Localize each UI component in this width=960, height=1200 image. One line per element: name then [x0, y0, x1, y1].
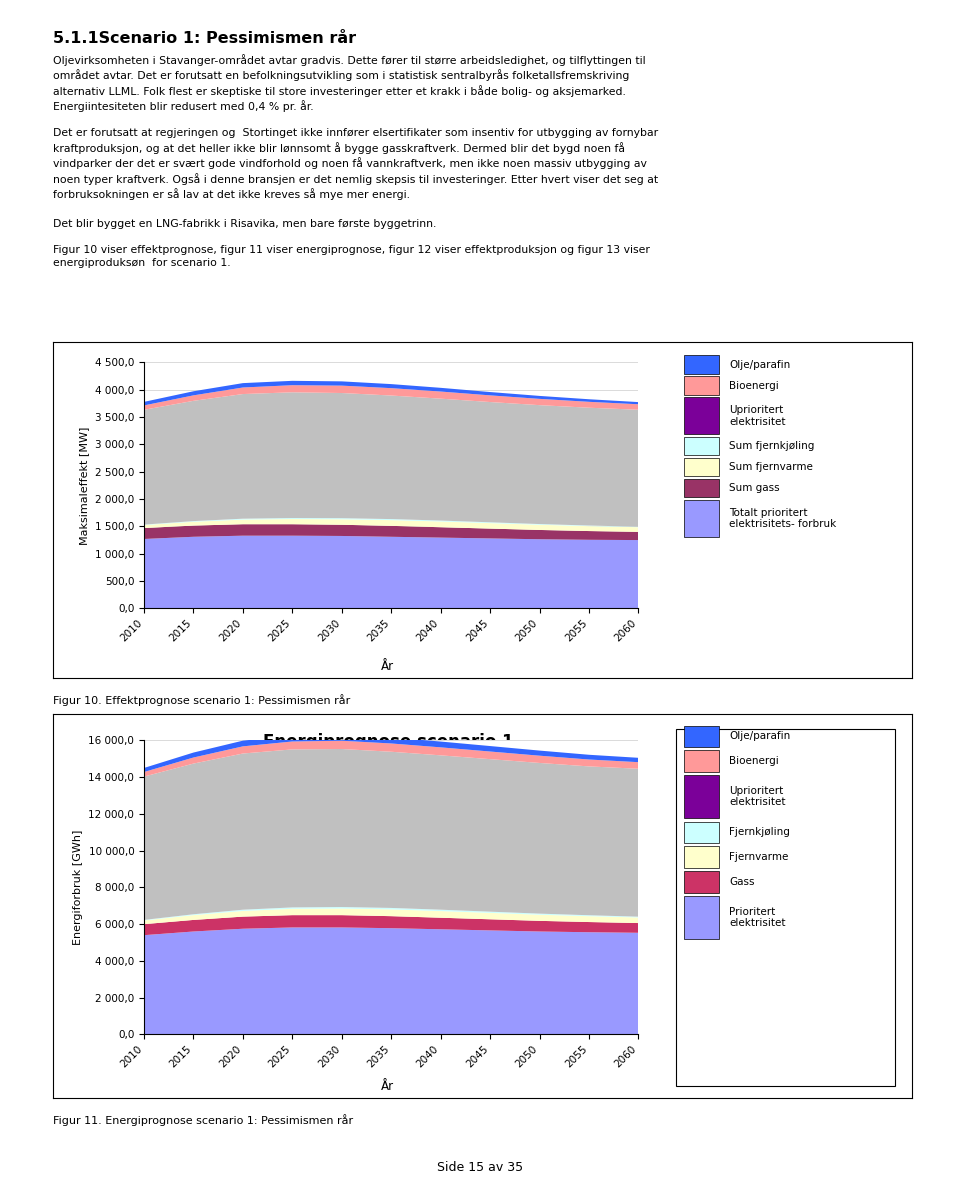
FancyBboxPatch shape — [684, 377, 719, 395]
Text: Fjernvarme: Fjernvarme — [729, 852, 788, 862]
FancyBboxPatch shape — [684, 726, 719, 746]
FancyBboxPatch shape — [684, 479, 719, 497]
FancyBboxPatch shape — [684, 437, 719, 455]
Text: Effektprognose scenario 1: Effektprognose scenario 1 — [265, 366, 512, 384]
Text: Bioenergi: Bioenergi — [729, 380, 779, 391]
Y-axis label: Maksimaleffekt [MW]: Maksimaleffekt [MW] — [80, 426, 89, 545]
Text: Det er forutsatt at regjeringen og  Stortinget ikke innfører elsertifikater som : Det er forutsatt at regjeringen og Stort… — [53, 128, 658, 200]
Text: Sum gass: Sum gass — [729, 484, 780, 493]
Text: 5.1.1Scenario 1: Pessimismen rår: 5.1.1Scenario 1: Pessimismen rår — [53, 31, 356, 46]
Text: Oljevirksomheten i Stavanger-området avtar gradvis. Dette fører til større arbei: Oljevirksomheten i Stavanger-området avt… — [53, 54, 645, 112]
Text: Uprioritert
elektrisitet: Uprioritert elektrisitet — [729, 406, 785, 427]
Text: Figur 10 viser effektprognose, figur 11 viser energiprognose, figur 12 viser eff: Figur 10 viser effektprognose, figur 11 … — [53, 245, 650, 268]
FancyBboxPatch shape — [684, 871, 719, 893]
FancyBboxPatch shape — [684, 775, 719, 817]
Text: Prioritert
elektrisitet: Prioritert elektrisitet — [729, 907, 785, 929]
Text: Det blir bygget en LNG-fabrikk i Risavika, men bare første byggetrinn.: Det blir bygget en LNG-fabrikk i Risavik… — [53, 218, 436, 229]
FancyBboxPatch shape — [684, 397, 719, 434]
Text: Uprioritert
elektrisitet: Uprioritert elektrisitet — [729, 786, 785, 808]
Text: Figur 10. Effektprognose scenario 1: Pessimismen rår: Figur 10. Effektprognose scenario 1: Pes… — [53, 694, 350, 706]
FancyBboxPatch shape — [684, 500, 719, 536]
Y-axis label: Energiforbruk [GWh]: Energiforbruk [GWh] — [73, 829, 83, 946]
FancyBboxPatch shape — [676, 730, 895, 1086]
Text: År: År — [381, 660, 395, 673]
Text: Olje/parafin: Olje/parafin — [729, 360, 790, 370]
Text: Olje/parafin: Olje/parafin — [729, 731, 790, 742]
FancyBboxPatch shape — [684, 822, 719, 842]
Text: Figur 11. Energiprognose scenario 1: Pessimismen rår: Figur 11. Energiprognose scenario 1: Pes… — [53, 1114, 353, 1126]
FancyBboxPatch shape — [684, 896, 719, 938]
FancyBboxPatch shape — [684, 355, 719, 374]
FancyBboxPatch shape — [684, 846, 719, 868]
Text: Sum fjernkjøling: Sum fjernkjøling — [729, 442, 814, 451]
Text: Side 15 av 35: Side 15 av 35 — [437, 1160, 523, 1174]
Text: År: År — [381, 1080, 395, 1093]
FancyBboxPatch shape — [684, 458, 719, 476]
Text: Sum fjernvarme: Sum fjernvarme — [729, 462, 813, 472]
Text: Totalt prioritert
elektrisitets- forbruk: Totalt prioritert elektrisitets- forbruk — [729, 508, 836, 529]
Text: Energiprognose scenario 1: Energiprognose scenario 1 — [263, 733, 514, 751]
Text: Fjernkjøling: Fjernkjøling — [729, 827, 790, 838]
FancyBboxPatch shape — [684, 750, 719, 772]
Text: Bioenergi: Bioenergi — [729, 756, 779, 766]
Text: Gass: Gass — [729, 877, 755, 887]
